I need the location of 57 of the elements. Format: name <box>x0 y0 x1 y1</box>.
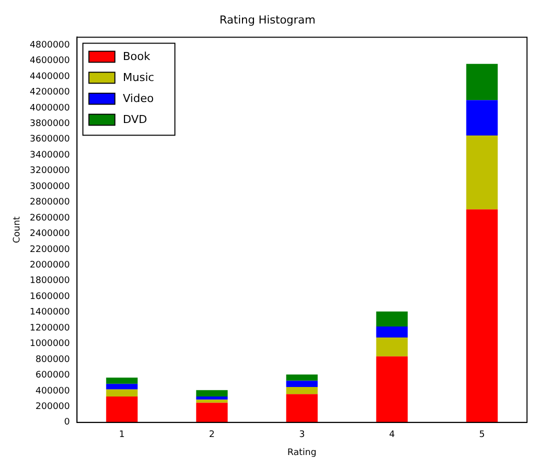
bar <box>106 396 138 422</box>
y-tick-label: 2000000 <box>30 260 70 271</box>
bar <box>466 64 498 100</box>
y-tick-label: 2200000 <box>30 244 70 255</box>
bar <box>376 338 408 356</box>
y-tick-label: 0 <box>64 418 70 428</box>
bar <box>196 396 228 400</box>
y-tick-label: 1000000 <box>30 339 70 350</box>
legend-label: DVD <box>122 113 148 126</box>
x-tick-label: 3 <box>299 430 305 440</box>
bar <box>376 356 408 422</box>
y-tick-label: 4800000 <box>30 40 70 50</box>
legend-label: Book <box>122 50 151 64</box>
x-tick-label: 1 <box>119 430 125 440</box>
y-tick-label: 1200000 <box>30 323 70 334</box>
y-tick-label: 4600000 <box>30 56 70 66</box>
x-axis-title: Rating <box>287 448 316 458</box>
y-tick-label: 2400000 <box>30 229 70 240</box>
bar <box>466 100 498 136</box>
y-tick-label: 3400000 <box>30 150 70 160</box>
bar <box>196 402 228 422</box>
bar <box>286 387 318 394</box>
y-tick-label: 200000 <box>36 402 70 412</box>
bar <box>286 380 318 388</box>
x-tick-label: 4 <box>389 430 396 440</box>
y-tick-label: 800000 <box>36 354 70 365</box>
y-axis-title: Count <box>12 216 23 244</box>
y-tick-label: 3200000 <box>30 166 70 176</box>
bar <box>376 312 408 326</box>
y-tick-label: 1800000 <box>30 276 70 286</box>
bar <box>106 389 138 396</box>
y-tick-label: 3800000 <box>30 119 70 130</box>
bar <box>106 378 138 384</box>
bar <box>466 135 498 210</box>
y-tick-label: 4000000 <box>30 103 70 114</box>
bar <box>196 400 228 403</box>
legend-label: Music <box>122 71 154 84</box>
y-tick-label: 600000 <box>36 370 70 381</box>
bar <box>286 394 318 422</box>
y-tick-label: 4200000 <box>30 88 70 98</box>
bar <box>466 209 498 422</box>
bar <box>376 326 408 338</box>
y-tick-label: 1600000 <box>30 292 70 302</box>
y-tick-label: 400000 <box>36 386 70 396</box>
y-tick-label: 2800000 <box>30 198 70 208</box>
x-tick-label: 2 <box>209 430 215 440</box>
x-tick-label: 5 <box>479 430 485 440</box>
y-tick-label: 3600000 <box>30 134 70 145</box>
bar <box>286 374 318 381</box>
y-tick-label: 1400000 <box>30 308 70 318</box>
legend-label: Video <box>122 92 154 106</box>
bar <box>106 384 138 390</box>
y-tick-label: 3000000 <box>30 182 70 192</box>
chart-title: Rating Histogram <box>219 13 316 26</box>
bar <box>196 390 228 396</box>
y-tick-label: 4400000 <box>30 72 70 82</box>
y-tick-label: 2600000 <box>30 213 70 224</box>
